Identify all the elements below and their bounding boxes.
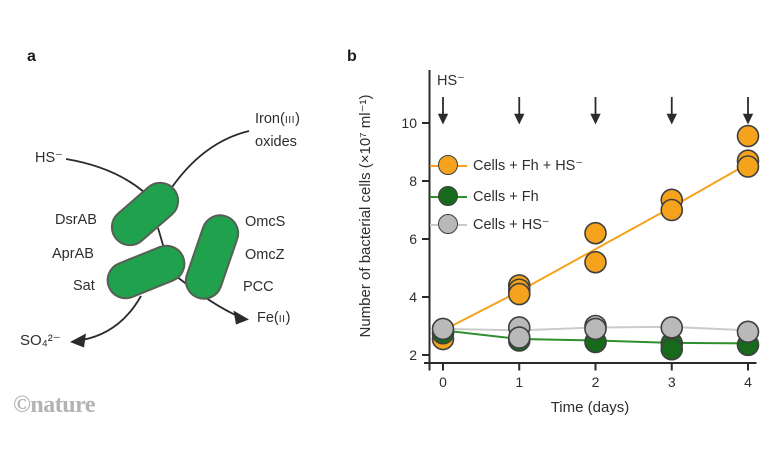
hs-to-cell-curve: [65, 158, 145, 193]
legend-marker-wrap: [430, 155, 467, 176]
y-tick-label: 6: [409, 231, 417, 247]
data-point: [507, 282, 531, 306]
iron-oxides-label-line1: Iron(III): [255, 111, 300, 127]
legend-item-cells-fh-hs: Cells + Fh + HS⁻: [430, 155, 583, 176]
legend-circle-icon: [438, 214, 458, 234]
trend-line: [442, 162, 749, 332]
y-tick-label: 8: [409, 173, 417, 189]
data-point: [584, 221, 607, 245]
fe-label: Fe(II): [257, 310, 290, 326]
down-arrowhead-icon: [437, 113, 449, 125]
iron-oxides-label-line2: oxides: [255, 134, 297, 150]
bacterial-cell-bottom: [106, 244, 186, 300]
x-tick-label: 4: [744, 374, 752, 390]
x-tick-label: 3: [668, 374, 676, 390]
hs-label: HS⁻: [35, 150, 63, 166]
down-arrowhead-icon: [590, 113, 601, 125]
data-point: [736, 155, 760, 178]
x-tick-label: 1: [515, 374, 523, 390]
y-axis-title: Number of bacterial cells (×10⁷ ml⁻¹): [357, 94, 374, 337]
x-axis-title: Time (days): [551, 399, 630, 416]
data-point: [507, 326, 531, 349]
down-arrowhead-icon: [666, 113, 677, 125]
sulfate-arrowhead-icon: [70, 333, 86, 348]
data-point: [584, 317, 607, 341]
iron-to-cell-curve: [169, 130, 250, 191]
legend-label: Cells + Fh + HS⁻: [473, 157, 583, 174]
fe-label-pre: Fe(: [257, 310, 279, 326]
data-point: [736, 320, 760, 344]
data-point: [660, 337, 684, 361]
panel-b-letter: b: [347, 48, 357, 65]
fe-label-post: ): [285, 310, 291, 326]
sulfate-label: SO₄²⁻: [20, 332, 61, 349]
data-point: [736, 124, 760, 148]
legend-label: Cells + HS⁻: [473, 216, 550, 233]
iron-label-numeral: III: [284, 114, 296, 126]
panel-b-chart: 2 4 6 8 10 0 1 2 3 4 Time (days) Number of bacteria…: [357, 70, 760, 416]
cell-to-sulfate-curve: [81, 295, 142, 341]
legend-circle-icon: [438, 155, 458, 175]
legend-marker-wrap: [430, 186, 467, 207]
sat-label: Sat: [73, 278, 95, 294]
data-point: [660, 198, 684, 222]
legend-circle-icon: [438, 186, 458, 206]
dsrab-label: DsrAB: [55, 212, 97, 228]
y-tick-label: 4: [409, 289, 417, 305]
fe-label-numeral: II: [278, 313, 286, 325]
data-point: [584, 250, 607, 274]
iron-label-pre: Iron(: [255, 111, 285, 127]
y-tick-label: 10: [401, 115, 417, 131]
iron-label-post: ): [295, 111, 300, 127]
panel-a-diagram: [65, 130, 250, 348]
hs-addition-label: HS⁻: [437, 73, 465, 89]
aprab-label: AprAB: [52, 246, 94, 262]
pcc-label: PCC: [243, 279, 274, 295]
y-tick-label: 2: [409, 347, 417, 363]
omcs-label: OmcS: [245, 214, 286, 230]
x-tick-label: 0: [439, 374, 447, 390]
panel-a-letter: a: [27, 48, 36, 65]
legend-marker-wrap: [430, 214, 467, 235]
x-tick-label: 2: [592, 374, 600, 390]
data-point: [660, 316, 684, 339]
legend-item-cells-fh: Cells + Fh: [430, 186, 539, 207]
omcz-label: OmcZ: [245, 247, 285, 263]
down-arrowhead-icon: [514, 113, 525, 125]
legend-label: Cells + Fh: [473, 188, 539, 205]
down-arrowhead-icon: [742, 113, 754, 125]
data-point: [431, 317, 455, 341]
legend-item-cells-hs: Cells + HS⁻: [430, 214, 550, 235]
fe-arrowhead-icon: [233, 310, 249, 325]
bacterial-cell-right: [184, 214, 240, 300]
nature-watermark: ©nature: [13, 392, 96, 418]
bacterial-cell-top: [110, 181, 180, 247]
